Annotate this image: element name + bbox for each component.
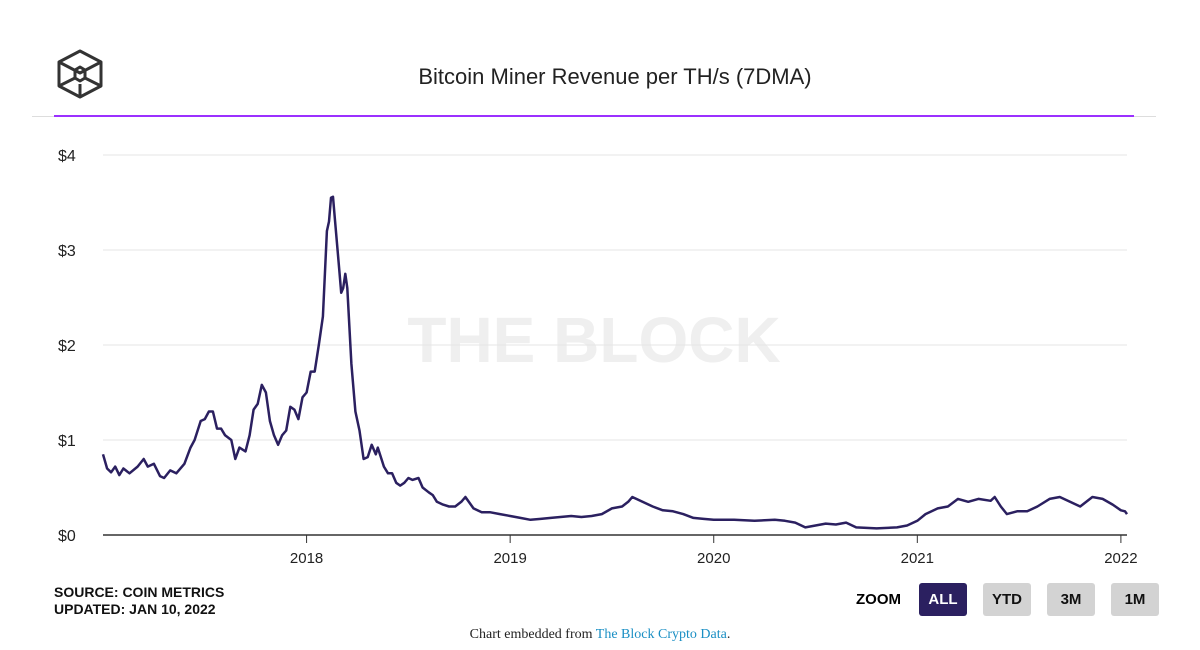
y-tick-label: $0 <box>58 528 76 545</box>
embed-note: Chart embedded from The Block Crypto Dat… <box>0 627 1200 643</box>
updated-label: UPDATED: JAN 10, 2022 <box>54 601 216 617</box>
chart-title: Bitcoin Miner Revenue per TH/s (7DMA) <box>418 64 812 89</box>
zoom-all-button[interactable]: ALL <box>919 583 967 616</box>
x-tick-label: 2021 <box>901 550 934 567</box>
zoom-label: ZOOM <box>856 591 901 608</box>
embed-suffix: . <box>726 627 731 642</box>
zoom-3m-button[interactable]: 3M <box>1047 583 1095 616</box>
x-tick-label: 2018 <box>290 550 323 567</box>
x-tick-label: 2022 <box>1104 550 1137 567</box>
y-tick-label: $3 <box>58 243 76 260</box>
embed-prefix: Chart embedded from <box>469 627 596 642</box>
header-accent-line <box>54 115 1134 117</box>
zoom-ytd-button[interactable]: YTD <box>983 583 1031 616</box>
y-tick-label: $1 <box>58 433 76 450</box>
the-block-data-link[interactable]: The Block Crypto Data <box>595 627 727 642</box>
zoom-1m-button[interactable]: 1M <box>1111 583 1159 616</box>
zoom-controls: ZOOM ALL YTD 3M 1M <box>856 583 1159 616</box>
x-tick-label: 2020 <box>697 550 730 567</box>
the-block-logo-icon <box>54 48 106 105</box>
source-label: SOURCE: COIN METRICS <box>54 584 225 600</box>
source-info: SOURCE: COIN METRICS UPDATED: JAN 10, 20… <box>54 584 224 618</box>
y-tick-label: $2 <box>58 338 76 355</box>
series-line <box>101 195 1129 530</box>
x-tick-label: 2019 <box>493 550 526 567</box>
y-tick-label: $4 <box>58 148 76 165</box>
watermark: THE BLOCK <box>407 304 780 376</box>
